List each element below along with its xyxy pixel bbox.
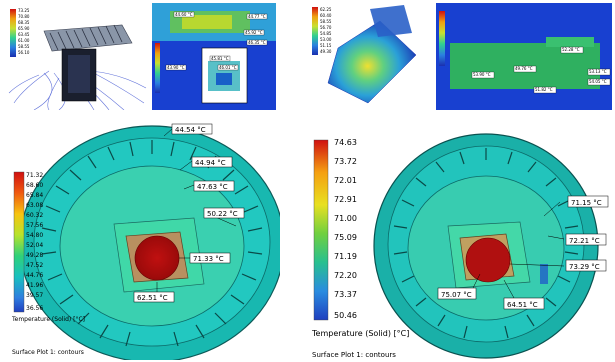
svg-text:73.37: 73.37 xyxy=(334,290,357,299)
heatsink-3d-render: 73.25 70.80 68.35 65.90 63.45 61.00 58.5… xyxy=(8,8,147,110)
legend-bar-right xyxy=(313,139,329,321)
svg-text:56.70: 56.70 xyxy=(320,25,332,30)
svg-text:46.01 °C: 46.01 °C xyxy=(219,65,237,70)
thumbnail-section-plot-left: 44.60 °C 44.77 °C 45.92 °C 46.35 °C 45.8… xyxy=(152,3,276,110)
thumb-left-legend-bar xyxy=(10,9,16,57)
svg-text:36.56: 36.56 xyxy=(26,305,43,312)
callouts-right: 71.15 °C 72.21 °C 73.29 °C 75.07 °C 64.5… xyxy=(437,195,609,310)
svg-text:61.00: 61.00 xyxy=(18,38,30,43)
thumbnail-heatmap-3d: 62.25 60.40 58.55 56.70 54.85 53.00 51.1… xyxy=(308,3,432,110)
svg-text:58.55: 58.55 xyxy=(320,19,332,24)
svg-text:52.28 °C: 52.28 °C xyxy=(562,47,580,52)
legend-values-right: 74.63 73.72 72.01 72.91 71.00 75.09 71.1… xyxy=(334,138,357,320)
svg-text:44.77 °C: 44.77 °C xyxy=(248,14,266,19)
svg-text:57.56: 57.56 xyxy=(26,222,43,229)
svg-text:39.57: 39.57 xyxy=(26,292,43,299)
svg-text:63.08: 63.08 xyxy=(26,202,43,209)
callout-left-1: 44.54 °C xyxy=(175,126,206,134)
callout-right-2: 72.21 °C xyxy=(569,237,600,245)
svg-text:41.96: 41.96 xyxy=(26,282,43,289)
svg-text:49.76 °C: 49.76 °C xyxy=(515,66,533,71)
svg-text:49.28: 49.28 xyxy=(26,252,43,259)
svg-text:54.85: 54.85 xyxy=(320,31,332,36)
svg-text:52.04: 52.04 xyxy=(26,242,43,249)
svg-text:44.60 °C: 44.60 °C xyxy=(175,12,193,17)
legend-title-left: Temperature (Solid) [°C] xyxy=(11,316,85,323)
svg-text:47.52: 47.52 xyxy=(26,262,43,269)
legend-values-left: 71.32 68.60 65.84 63.08 60.32 57.56 54.8… xyxy=(26,172,43,312)
svg-text:71.19: 71.19 xyxy=(334,252,357,261)
svg-text:54.80: 54.80 xyxy=(26,232,43,239)
callouts-left: 44.54 °C 44.94 °C 47.63 °C 50.22 °C 71.3… xyxy=(133,123,245,303)
footer-right: Surface Plot 1: contours xyxy=(312,351,396,359)
callout-left-4: 50.22 °C xyxy=(207,210,238,218)
thumbnail-heatsink-3d: 73.25 70.80 68.35 65.90 63.45 61.00 58.5… xyxy=(4,3,148,110)
svg-text:72.91: 72.91 xyxy=(334,195,357,204)
hotspot-left xyxy=(134,235,180,281)
callout-right-1: 71.15 °C xyxy=(571,199,602,207)
callout-left-5: 71.33 °C xyxy=(193,255,224,263)
svg-text:51.82 °C: 51.82 °C xyxy=(535,87,553,92)
svg-text:53.00: 53.00 xyxy=(320,37,332,42)
callout-right-3: 73.29 °C xyxy=(569,263,600,271)
thumb-left-callouts: 44.60 °C 44.77 °C 45.92 °C 46.35 °C 45.8… xyxy=(165,11,268,71)
svg-text:43.90 °C: 43.90 °C xyxy=(167,65,185,70)
svg-text:72.01: 72.01 xyxy=(334,176,357,185)
svg-text:68.35: 68.35 xyxy=(18,20,30,25)
callout-right-5: 64.51 °C xyxy=(507,301,538,309)
contour-plot-left: 71.32 68.60 65.84 63.08 60.32 57.56 54.8… xyxy=(4,114,280,360)
legend-title-right: Temperature (Solid) [°C] xyxy=(311,329,409,338)
svg-text:49.30: 49.30 xyxy=(320,49,332,54)
svg-text:71.00: 71.00 xyxy=(334,214,357,223)
svg-text:45.92 °C: 45.92 °C xyxy=(245,30,263,35)
svg-text:50.46: 50.46 xyxy=(334,311,357,320)
svg-text:46.35 °C: 46.35 °C xyxy=(248,40,266,45)
svg-text:73.72: 73.72 xyxy=(334,157,357,166)
svg-text:70.80: 70.80 xyxy=(18,14,30,19)
svg-text:73.25: 73.25 xyxy=(18,8,30,13)
svg-text:58.55: 58.55 xyxy=(18,44,30,49)
thumb-right-callouts: 52.28 °C 53.90 °C 49.76 °C 53.13 °C 54.0… xyxy=(471,46,611,94)
svg-text:63.45: 63.45 xyxy=(18,32,30,37)
svg-text:62.25: 62.25 xyxy=(320,7,332,12)
svg-text:51.15: 51.15 xyxy=(320,43,332,48)
svg-text:45.81 °C: 45.81 °C xyxy=(211,56,229,61)
footer-left: Surface Plot 1: contours xyxy=(12,349,84,356)
callout-left-6: 62.51 °C xyxy=(137,294,168,302)
svg-text:53.13 °C: 53.13 °C xyxy=(589,69,607,74)
callout-right-4: 75.07 °C xyxy=(441,291,472,299)
hotspot-right xyxy=(465,237,511,283)
svg-text:65.90: 65.90 xyxy=(18,26,30,31)
svg-text:56.10: 56.10 xyxy=(18,50,30,55)
contour-plot-right: 74.63 73.72 72.01 72.91 71.00 75.09 71.1… xyxy=(308,114,612,360)
svg-text:71.32: 71.32 xyxy=(26,172,43,179)
svg-text:74.63: 74.63 xyxy=(334,138,357,147)
thumbnail-section-plot-right: 52.28 °C 53.90 °C 49.76 °C 53.13 °C 54.0… xyxy=(436,3,612,110)
svg-text:54.05 °C: 54.05 °C xyxy=(589,79,607,84)
svg-text:68.60: 68.60 xyxy=(26,182,43,189)
legend-bar-left xyxy=(13,171,25,313)
svg-text:44.76: 44.76 xyxy=(26,272,43,279)
svg-text:53.90 °C: 53.90 °C xyxy=(473,72,491,77)
svg-text:72.20: 72.20 xyxy=(334,271,357,280)
svg-text:60.40: 60.40 xyxy=(320,13,332,18)
svg-text:65.84: 65.84 xyxy=(26,192,43,199)
svg-text:75.09: 75.09 xyxy=(334,233,357,242)
callout-left-3: 47.63 °C xyxy=(197,183,228,191)
callout-left-2: 44.94 °C xyxy=(195,159,226,167)
svg-text:60.32: 60.32 xyxy=(26,212,43,219)
